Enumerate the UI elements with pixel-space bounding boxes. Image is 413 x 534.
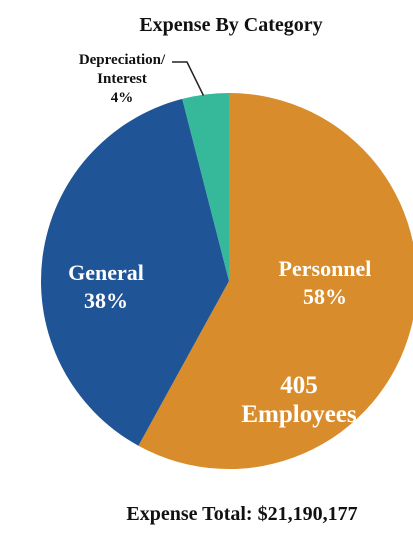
pie-label-personnel: Personnel 58% (279, 256, 372, 309)
pie-label-depreciation-interest: Depreciation/Interest 4% (79, 52, 166, 106)
pie-slice-depreciation-interest (182, 93, 229, 281)
pie-slices (40, 93, 413, 469)
pie-leader-line (172, 61, 205, 96)
pie-labels: Personnel 58% General 38% Depreciation/Inter… (68, 52, 371, 428)
pie-slice-general (40, 98, 229, 446)
pie-slice-personnel (138, 93, 413, 469)
expense-total-label: Expense Total: $21,190,177 (126, 503, 357, 525)
employees-annotation: 405 Employees (241, 372, 357, 428)
chart-title: Expense By Category (139, 14, 322, 36)
pie-label-general: General 38% (68, 260, 144, 313)
